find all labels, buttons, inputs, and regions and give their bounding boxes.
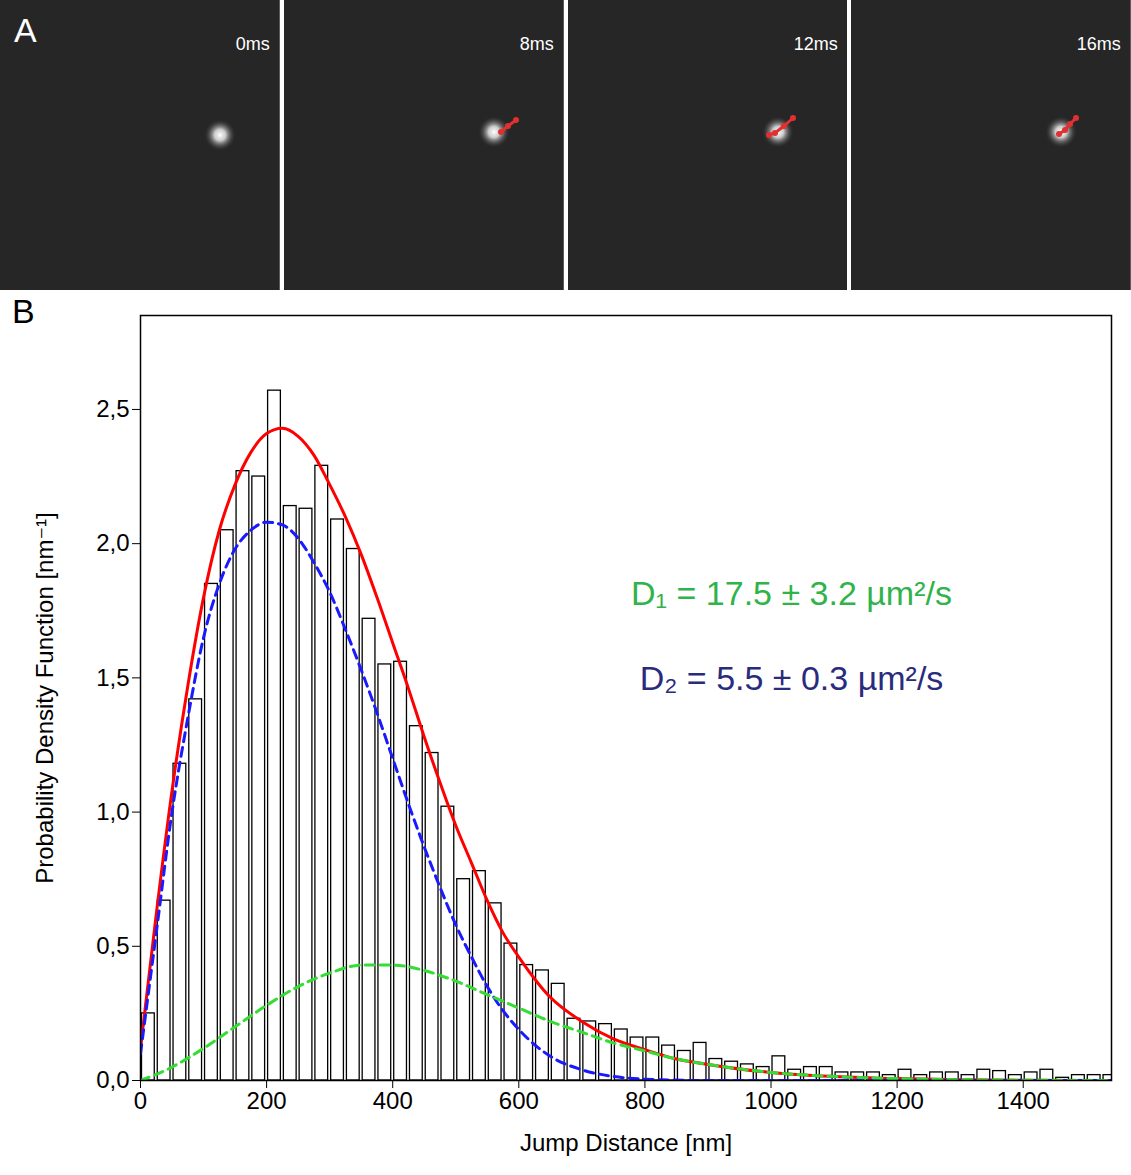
svg-text:800: 800 xyxy=(625,1087,665,1114)
svg-text:Jump Distance [nm]: Jump Distance [nm] xyxy=(520,1129,732,1156)
svg-text:0,5: 0,5 xyxy=(96,932,129,959)
svg-text:1,5: 1,5 xyxy=(96,664,129,691)
svg-text:2,5: 2,5 xyxy=(96,395,129,422)
svg-text:0,0: 0,0 xyxy=(96,1066,129,1093)
svg-text:2,0: 2,0 xyxy=(96,529,129,556)
svg-text:16ms: 16ms xyxy=(1077,34,1121,54)
svg-text:1200: 1200 xyxy=(870,1087,923,1114)
svg-text:1400: 1400 xyxy=(997,1087,1050,1114)
svg-text:0ms: 0ms xyxy=(236,34,270,54)
svg-text:400: 400 xyxy=(373,1087,413,1114)
svg-text:12ms: 12ms xyxy=(793,34,837,54)
svg-text:0: 0 xyxy=(134,1087,147,1114)
svg-text:D₂ = 5.5 ± 0.3 µm²/s: D₂ = 5.5 ± 0.3 µm²/s xyxy=(640,659,944,697)
svg-text:D₁ = 17.5 ± 3.2 µm²/s: D₁ = 17.5 ± 3.2 µm²/s xyxy=(631,574,952,612)
svg-text:Probability Density Function [: Probability Density Function [nm⁻¹] xyxy=(31,512,58,883)
svg-text:8ms: 8ms xyxy=(519,34,553,54)
svg-text:1,0: 1,0 xyxy=(96,798,129,825)
svg-text:A: A xyxy=(14,11,37,49)
svg-text:200: 200 xyxy=(247,1087,287,1114)
svg-text:1000: 1000 xyxy=(744,1087,797,1114)
html-text:B: B xyxy=(12,292,35,330)
svg-text:600: 600 xyxy=(499,1087,539,1114)
